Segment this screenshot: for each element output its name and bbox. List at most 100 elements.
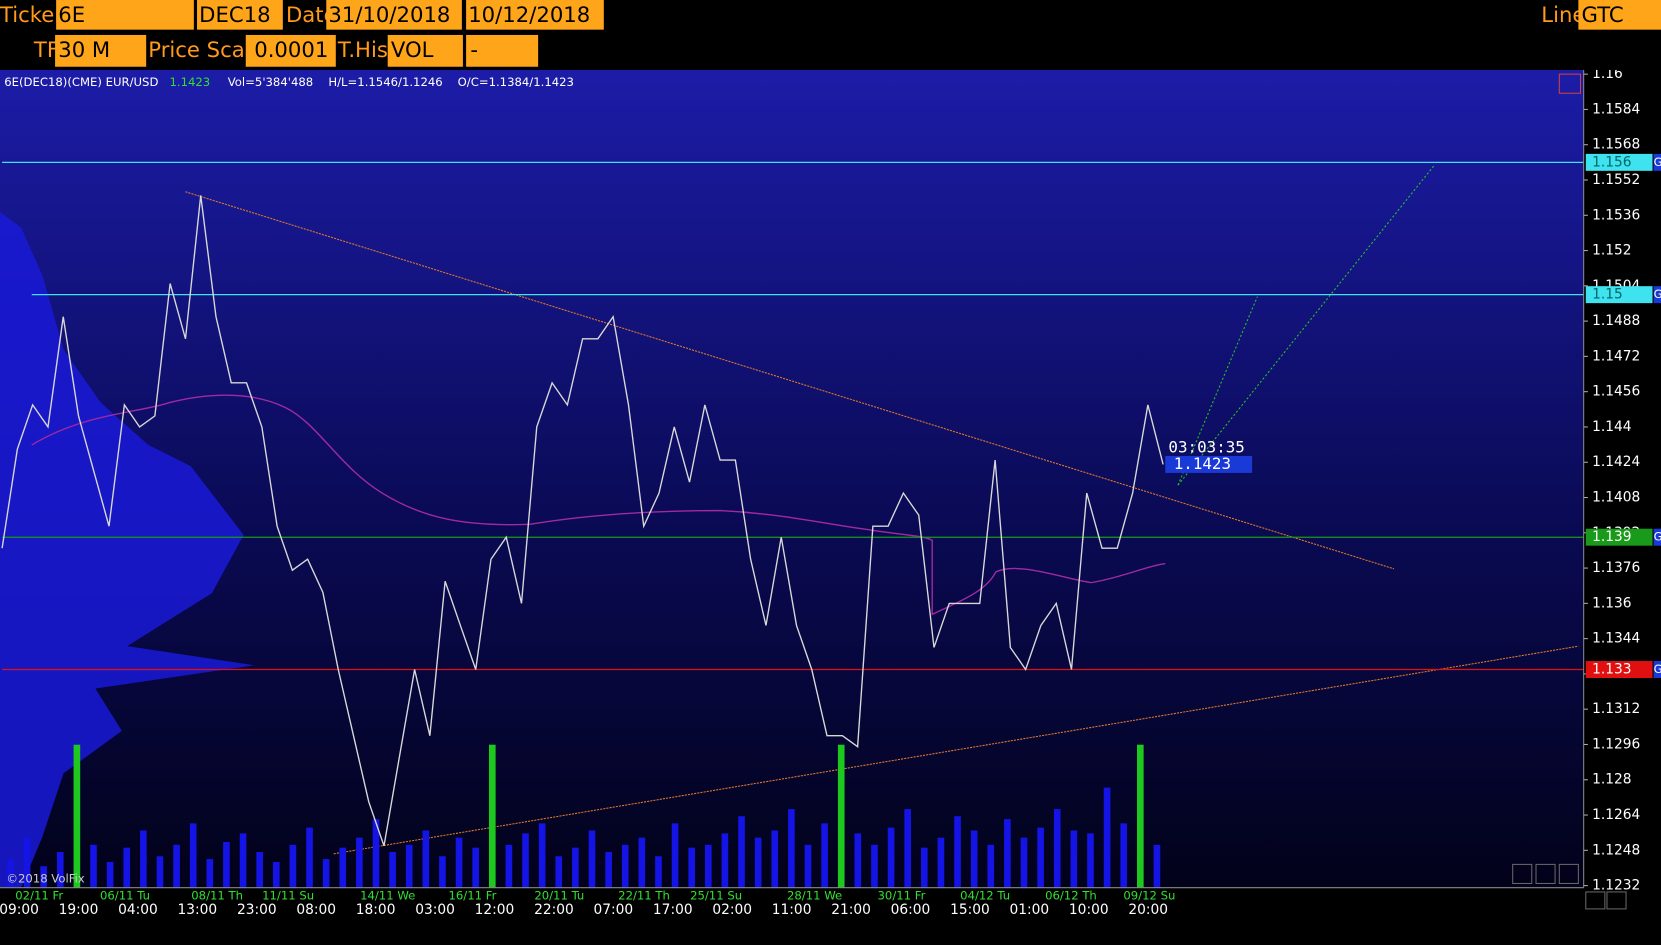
dropdown[interactable] [387,34,463,67]
x-date-label: 04/12 Tu [960,889,1010,903]
input[interactable] [245,34,336,67]
tool-button[interactable] [1535,863,1556,885]
volume-bar [920,847,928,888]
timer: 03:03:35 [1168,438,1244,457]
volume-bar [7,859,14,888]
last-price-box [1165,455,1253,473]
volume-bar [605,851,612,888]
x-date-label: 25/11 Su [690,889,742,903]
x-time-label: 22:00 [534,902,574,918]
value: VOL [391,37,434,62]
x-date-label: 16/11 Fr [449,889,497,903]
volume-profile [0,211,255,888]
volume-bar [156,856,164,888]
volume-bar [106,861,114,888]
dropdown[interactable] [466,34,539,67]
price-axis [1583,69,1661,888]
y-tick-label: 1.1264 [1592,807,1640,823]
volume-bar [1037,827,1044,888]
level-tag-box [1653,528,1661,546]
x-date-label: 30/11 Fr [878,889,926,903]
dropdown[interactable] [326,0,462,30]
scroll-button[interactable] [1606,891,1627,910]
y-tick-label: 1.1552 [1592,172,1640,188]
x-time-label: 21:00 [831,902,871,918]
level-tag-box [1653,153,1661,171]
volume-bar [389,851,396,888]
dropdown[interactable] [1578,0,1661,30]
x-time-label: 15:00 [950,902,990,918]
volume-bar [1053,809,1061,888]
volume-bar [771,830,779,888]
volume-bar [837,744,845,888]
price-line [1,195,1164,847]
volume-bar [621,844,629,888]
plot-background [0,69,1584,888]
volume-bar [123,847,131,888]
value: 6E [58,2,85,27]
x-date-label: 22/11 Th [618,889,670,903]
y-tick-label: 1.1424 [1592,454,1640,470]
dropdown[interactable] [55,34,147,67]
volume-bar [56,851,64,888]
tool-icon[interactable] [1558,73,1582,94]
volume-bar [173,844,180,888]
volume-bar [987,844,995,888]
dropdown[interactable] [56,0,194,30]
volume-bar [322,859,330,888]
volume-bar [372,819,380,888]
volume-bar [239,833,247,888]
volume-bar [1153,844,1161,888]
volume-bar [73,744,81,888]
dropdown[interactable] [466,0,604,30]
volume-bar [1004,819,1011,888]
volume-bar [788,809,795,888]
volume-bar [1120,823,1128,888]
dropdown[interactable] [197,0,283,30]
volume-bar [189,823,197,888]
volume-bar [638,837,646,888]
volume-bar [804,844,812,888]
tool-button[interactable] [1512,863,1533,885]
label: T.Hist [337,37,396,62]
x-time-label: 18:00 [356,902,396,918]
x-time-label: 10:00 [1069,902,1109,918]
volume-bar [538,823,546,888]
volume-bar [704,844,712,888]
x-date-label: 06/11 Tu [100,889,150,903]
trend-line [333,645,1579,855]
volume-bar [90,844,97,888]
x-time-label: 19:00 [59,902,99,918]
y-tick-label: 1.1488 [1592,313,1640,329]
projection-line [1177,296,1258,486]
volume-bar [588,830,596,888]
x-time-label: 17:00 [653,902,693,918]
last-price: 1.1423 [1174,454,1231,473]
level-label: 1.139 [1592,529,1631,545]
x-time-label: 03:00 [415,902,455,918]
value: 10/12/2018 [468,2,590,27]
volume-bar [1103,787,1111,888]
volume-bar [256,851,263,888]
y-tick-label: 1.136 [1592,595,1631,611]
volume-bar [821,823,828,888]
scroll-button[interactable] [1585,891,1606,910]
label: Price Scale [148,37,263,62]
level-label: 1.156 [1592,154,1631,170]
tool-button[interactable] [1558,863,1579,885]
value: 0.0001 [254,37,328,62]
x-time-label: 07:00 [594,902,634,918]
volume-bar [289,844,297,888]
label: TF [33,37,59,62]
volume-bar [405,844,413,888]
level-tag: G [1654,155,1661,169]
volume-bar [488,744,496,888]
volume-bar [671,823,679,888]
volume-bar [522,833,529,888]
value: GTC [1582,2,1624,27]
x-time-label: 12:00 [475,902,515,918]
volume-bar [887,827,895,888]
level-label: 1.15 [1592,287,1623,303]
x-time-label: 13:00 [178,902,218,918]
